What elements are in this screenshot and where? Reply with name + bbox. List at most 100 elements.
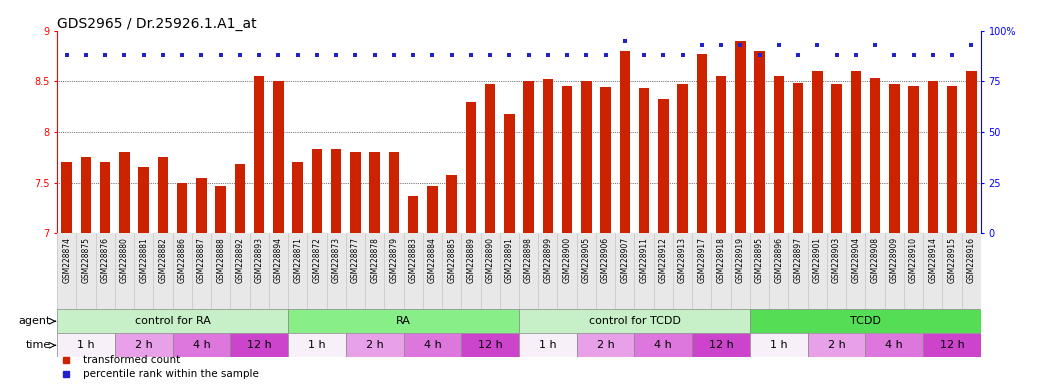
- Bar: [620, 51, 630, 233]
- Bar: [100, 162, 110, 233]
- Text: GSM228906: GSM228906: [601, 237, 610, 283]
- Text: GSM228884: GSM228884: [428, 237, 437, 283]
- Text: 1 h: 1 h: [770, 340, 788, 350]
- Text: GSM228901: GSM228901: [813, 237, 822, 283]
- Bar: [288, 333, 346, 358]
- Text: GSM228899: GSM228899: [543, 237, 552, 283]
- Text: GSM228880: GSM228880: [120, 237, 129, 283]
- Bar: [57, 333, 115, 358]
- Bar: [889, 84, 900, 233]
- Text: 2 h: 2 h: [365, 340, 383, 350]
- Bar: [235, 164, 245, 233]
- Bar: [850, 71, 862, 233]
- Bar: [216, 186, 226, 233]
- Bar: [119, 152, 130, 233]
- Bar: [812, 71, 822, 233]
- Bar: [908, 86, 919, 233]
- Bar: [461, 333, 519, 358]
- Bar: [866, 333, 923, 358]
- Bar: [716, 76, 727, 233]
- Text: TCDD: TCDD: [850, 316, 881, 326]
- Bar: [138, 167, 149, 233]
- Bar: [755, 51, 765, 233]
- Text: GSM228900: GSM228900: [563, 237, 572, 283]
- Text: RA: RA: [397, 316, 411, 326]
- Bar: [735, 41, 745, 233]
- Text: GSM228882: GSM228882: [159, 237, 167, 283]
- Bar: [176, 183, 188, 233]
- Text: GSM228873: GSM228873: [332, 237, 340, 283]
- Bar: [749, 309, 981, 333]
- Bar: [254, 76, 265, 233]
- Bar: [388, 152, 400, 233]
- Text: GSM228914: GSM228914: [928, 237, 937, 283]
- Text: GSM228889: GSM228889: [466, 237, 475, 283]
- Bar: [519, 309, 749, 333]
- Text: GSM228872: GSM228872: [312, 237, 322, 283]
- Text: GSM228883: GSM228883: [409, 237, 417, 283]
- Bar: [346, 333, 404, 358]
- Text: GSM228878: GSM228878: [371, 237, 379, 283]
- Text: 12 h: 12 h: [477, 340, 502, 350]
- Bar: [81, 157, 91, 233]
- Bar: [519, 333, 577, 358]
- Bar: [600, 88, 611, 233]
- Text: 2 h: 2 h: [135, 340, 153, 350]
- Text: 4 h: 4 h: [193, 340, 211, 350]
- Text: GSM228874: GSM228874: [62, 237, 72, 283]
- Text: GSM228891: GSM228891: [504, 237, 514, 283]
- Text: GSM228890: GSM228890: [486, 237, 495, 283]
- Text: percentile rank within the sample: percentile rank within the sample: [83, 369, 258, 379]
- Text: GSM228896: GSM228896: [774, 237, 784, 283]
- Bar: [577, 333, 634, 358]
- Bar: [466, 102, 476, 233]
- Text: 1 h: 1 h: [539, 340, 556, 350]
- Bar: [427, 186, 438, 233]
- Bar: [408, 196, 418, 233]
- Text: GSM228881: GSM228881: [139, 237, 148, 283]
- Bar: [172, 333, 230, 358]
- Text: GSM228876: GSM228876: [101, 237, 110, 283]
- Text: GSM228918: GSM228918: [716, 237, 726, 283]
- Text: 4 h: 4 h: [885, 340, 903, 350]
- Text: GSM228910: GSM228910: [909, 237, 918, 283]
- Bar: [61, 162, 72, 233]
- Text: GSM228908: GSM228908: [871, 237, 879, 283]
- Bar: [808, 333, 866, 358]
- Bar: [581, 81, 592, 233]
- Text: GSM228903: GSM228903: [832, 237, 841, 283]
- Bar: [115, 333, 172, 358]
- Text: 4 h: 4 h: [424, 340, 441, 350]
- Text: GSM228892: GSM228892: [236, 237, 244, 283]
- Bar: [831, 84, 842, 233]
- Text: 1 h: 1 h: [77, 340, 94, 350]
- Text: GSM228886: GSM228886: [177, 237, 187, 283]
- Bar: [485, 84, 495, 233]
- Text: GSM228907: GSM228907: [621, 237, 629, 283]
- Bar: [311, 149, 322, 233]
- Bar: [293, 162, 303, 233]
- Text: 12 h: 12 h: [939, 340, 964, 350]
- Bar: [331, 149, 342, 233]
- Bar: [57, 309, 288, 333]
- Text: GSM228885: GSM228885: [447, 237, 456, 283]
- Bar: [870, 78, 880, 233]
- Bar: [696, 54, 707, 233]
- Bar: [288, 309, 519, 333]
- Text: GSM228905: GSM228905: [582, 237, 591, 283]
- Text: 2 h: 2 h: [827, 340, 845, 350]
- Bar: [196, 177, 207, 233]
- Text: GSM228904: GSM228904: [851, 237, 861, 283]
- Bar: [404, 333, 461, 358]
- Bar: [678, 84, 688, 233]
- Text: GSM228913: GSM228913: [678, 237, 687, 283]
- Bar: [928, 81, 938, 233]
- Bar: [634, 333, 692, 358]
- Text: GSM228898: GSM228898: [524, 237, 534, 283]
- Bar: [158, 157, 168, 233]
- Text: 4 h: 4 h: [655, 340, 673, 350]
- Bar: [749, 333, 808, 358]
- Bar: [773, 76, 784, 233]
- Bar: [350, 152, 360, 233]
- Text: transformed count: transformed count: [83, 355, 181, 365]
